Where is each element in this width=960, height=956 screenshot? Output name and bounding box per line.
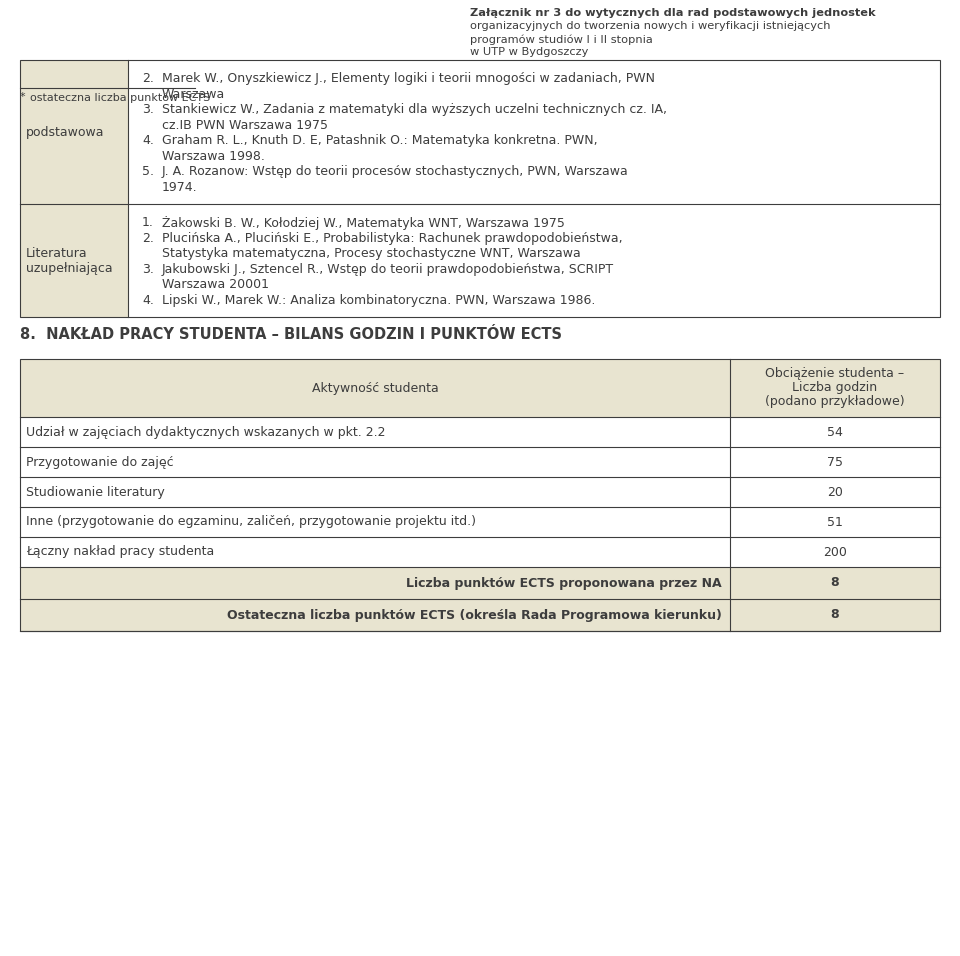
Text: Ostateczna liczba punktów ECTS (określa Rada Programowa kierunku): Ostateczna liczba punktów ECTS (określa … <box>228 609 722 621</box>
Text: Łączny nakład pracy studenta: Łączny nakład pracy studenta <box>26 546 214 558</box>
Text: 54: 54 <box>828 425 843 439</box>
Text: Jakubowski J., Sztencel R., Wstęp do teorii prawdopodobieństwa, SCRIPT: Jakubowski J., Sztencel R., Wstęp do teo… <box>162 263 614 275</box>
Bar <box>20 537 730 567</box>
Text: Statystyka matematyczna, Procesy stochastyczne WNT, Warszawa: Statystyka matematyczna, Procesy stochas… <box>162 247 581 260</box>
Text: Liczba punktów ECTS proponowana przez NA: Liczba punktów ECTS proponowana przez NA <box>406 576 722 590</box>
Bar <box>20 417 730 447</box>
Text: 8: 8 <box>830 576 839 590</box>
Text: Literatura
uzupełniająca: Literatura uzupełniająca <box>26 247 112 274</box>
Text: 200: 200 <box>823 546 847 558</box>
Text: Lipski W., Marek W.: Analiza kombinatoryczna. PWN, Warszawa 1986.: Lipski W., Marek W.: Analiza kombinatory… <box>162 293 595 307</box>
Text: J. A. Rozanow: Wstęp do teorii procesów stochastycznych, PWN, Warszawa: J. A. Rozanow: Wstęp do teorii procesów … <box>162 165 629 178</box>
Bar <box>20 507 730 537</box>
Text: Udział w zajęciach dydaktycznych wskazanych w pkt. 2.2: Udział w zajęciach dydaktycznych wskazan… <box>26 425 386 439</box>
Text: 2.: 2. <box>142 72 154 85</box>
Text: 4.: 4. <box>142 293 154 307</box>
Text: podstawowa: podstawowa <box>26 125 105 139</box>
Bar <box>20 359 940 631</box>
Text: w UTP w Bydgoszczy: w UTP w Bydgoszczy <box>470 47 588 57</box>
Text: 75: 75 <box>827 455 843 468</box>
Text: cz.IB PWN Warszawa 1975: cz.IB PWN Warszawa 1975 <box>162 119 328 132</box>
Bar <box>730 599 940 631</box>
Text: Obciążenie studenta –: Obciążenie studenta – <box>765 367 904 380</box>
Bar <box>20 477 730 507</box>
Text: Marek W., Onyszkiewicz J., Elementy logiki i teorii mnogości w zadaniach, PWN: Marek W., Onyszkiewicz J., Elementy logi… <box>162 72 655 85</box>
Bar <box>730 537 940 567</box>
Text: 5.: 5. <box>142 165 154 178</box>
Text: 20: 20 <box>828 486 843 498</box>
Bar <box>20 599 730 631</box>
Text: ostateczna liczba punktów ECTS: ostateczna liczba punktów ECTS <box>30 92 210 102</box>
Text: 3.: 3. <box>142 263 154 275</box>
Bar <box>20 447 730 477</box>
Bar <box>20 60 940 317</box>
Text: 1974.: 1974. <box>162 181 198 193</box>
Text: Studiowanie literatury: Studiowanie literatury <box>26 486 165 498</box>
Bar <box>730 359 940 417</box>
Text: Warszawa: Warszawa <box>162 88 226 100</box>
Text: Warszawa 20001: Warszawa 20001 <box>162 278 269 291</box>
Text: Plucińska A., Pluciński E., Probabilistyka: Rachunek prawdopodobieństwa,: Plucińska A., Pluciński E., Probabilisty… <box>162 231 623 245</box>
Text: Liczba godzin: Liczba godzin <box>792 381 877 394</box>
Text: Stankiewicz W., Zadania z matematyki dla wyższych uczelni technicznych cz. IA,: Stankiewicz W., Zadania z matematyki dla… <box>162 103 667 116</box>
Text: Załącznik nr 3 do wytycznych dla rad podstawowych jednostek: Załącznik nr 3 do wytycznych dla rad pod… <box>470 8 876 18</box>
Text: organizacyjnych do tworzenia nowych i weryfikacji istniejących: organizacyjnych do tworzenia nowych i we… <box>470 21 830 31</box>
Text: Inne (przygotowanie do egzaminu, zaličeń, przygotowanie projektu itd.): Inne (przygotowanie do egzaminu, zaličeń… <box>26 515 476 529</box>
Text: Żakowski B. W., Kołodziej W., Matematyka WNT, Warszawa 1975: Żakowski B. W., Kołodziej W., Matematyka… <box>162 216 564 230</box>
Text: Graham R. L., Knuth D. E, Patashnik O.: Matematyka konkretna. PWN,: Graham R. L., Knuth D. E, Patashnik O.: … <box>162 134 598 147</box>
Text: 8: 8 <box>830 609 839 621</box>
Bar <box>20 204 128 317</box>
Bar <box>20 567 730 599</box>
Text: 4.: 4. <box>142 134 154 147</box>
Text: 2.: 2. <box>142 231 154 245</box>
Text: 51: 51 <box>828 515 843 529</box>
Bar <box>730 507 940 537</box>
Bar <box>730 477 940 507</box>
Text: 3.: 3. <box>142 103 154 116</box>
Text: *: * <box>20 92 26 102</box>
Bar <box>730 417 940 447</box>
Text: 8.  NAKŁAD PRACY STUDENTA – BILANS GODZIN I PUNKTÓW ECTS: 8. NAKŁAD PRACY STUDENTA – BILANS GODZIN… <box>20 327 562 342</box>
Text: Aktywność studenta: Aktywność studenta <box>312 381 439 395</box>
Text: Przygotowanie do zajęć: Przygotowanie do zajęć <box>26 455 174 468</box>
Bar <box>730 567 940 599</box>
Bar <box>20 60 128 204</box>
Text: programów studiów I i II stopnia: programów studiów I i II stopnia <box>470 34 653 45</box>
Bar <box>730 447 940 477</box>
Text: Warszawa 1998.: Warszawa 1998. <box>162 149 265 163</box>
Bar <box>20 359 730 417</box>
Text: (podano przykładowe): (podano przykładowe) <box>765 395 905 408</box>
Text: 1.: 1. <box>142 216 154 229</box>
